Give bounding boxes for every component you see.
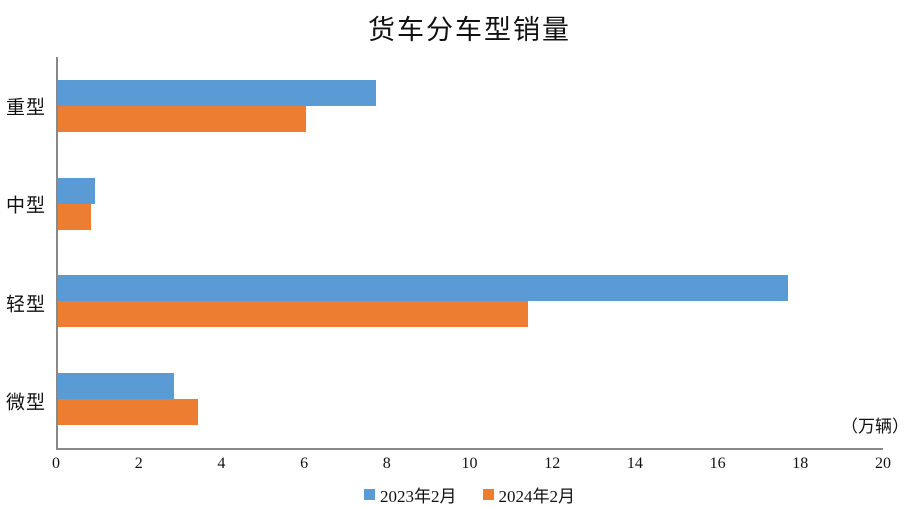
x-tick-label: 8: [382, 455, 391, 472]
category-band: [58, 57, 883, 155]
category-band: [58, 155, 883, 253]
x-tick-label: 0: [52, 455, 60, 472]
y-axis-label: 中型: [6, 195, 47, 217]
legend-swatch-icon: [364, 489, 375, 500]
axis-unit-label: （万辆）: [841, 417, 909, 436]
category-band: [58, 253, 883, 351]
x-tick-label: 2: [134, 455, 143, 472]
y-axis-label: 重型: [6, 97, 47, 119]
legend-item: 2023年2月: [364, 482, 457, 507]
legend-swatch-icon: [482, 489, 494, 500]
bar-series1-cat1: [58, 79, 376, 106]
x-tick-label: 18: [792, 455, 809, 472]
legend: 2023年2月 2024年2月: [56, 482, 883, 507]
x-tick-label: 16: [709, 455, 726, 472]
x-tick-label: 6: [300, 455, 309, 472]
x-tick-label: 12: [544, 455, 561, 472]
chart-title: 货车分车型销量: [368, 15, 571, 45]
bar-series1-cat4: [58, 373, 174, 400]
y-axis-label: 轻型: [6, 294, 47, 316]
plot-area: [56, 57, 883, 450]
bar-series1-cat2: [58, 177, 96, 204]
bar-series2-cat1: [58, 105, 306, 132]
x-tick-label: 4: [217, 455, 226, 472]
y-axis-labels: 重型 中型 轻型 微型: [6, 57, 54, 450]
legend-label: 2024年2月: [498, 487, 576, 506]
x-tick-label: 10: [461, 455, 478, 472]
x-tick-label: 14: [626, 455, 643, 472]
legend-item: 2024年2月: [482, 482, 576, 507]
x-axis-labels: 0 2 4 6 8 10 12 14 16 18 20: [52, 455, 891, 475]
y-axis-label: 微型: [6, 392, 47, 414]
bar-series1-cat3: [58, 275, 789, 302]
bar-series2-cat2: [58, 203, 91, 230]
legend-label: 2023年2月: [380, 487, 457, 506]
bar-series2-cat4: [58, 399, 199, 426]
category-band: [58, 350, 883, 448]
bar-series2-cat3: [58, 301, 529, 328]
x-tick-label: 20: [875, 455, 891, 472]
